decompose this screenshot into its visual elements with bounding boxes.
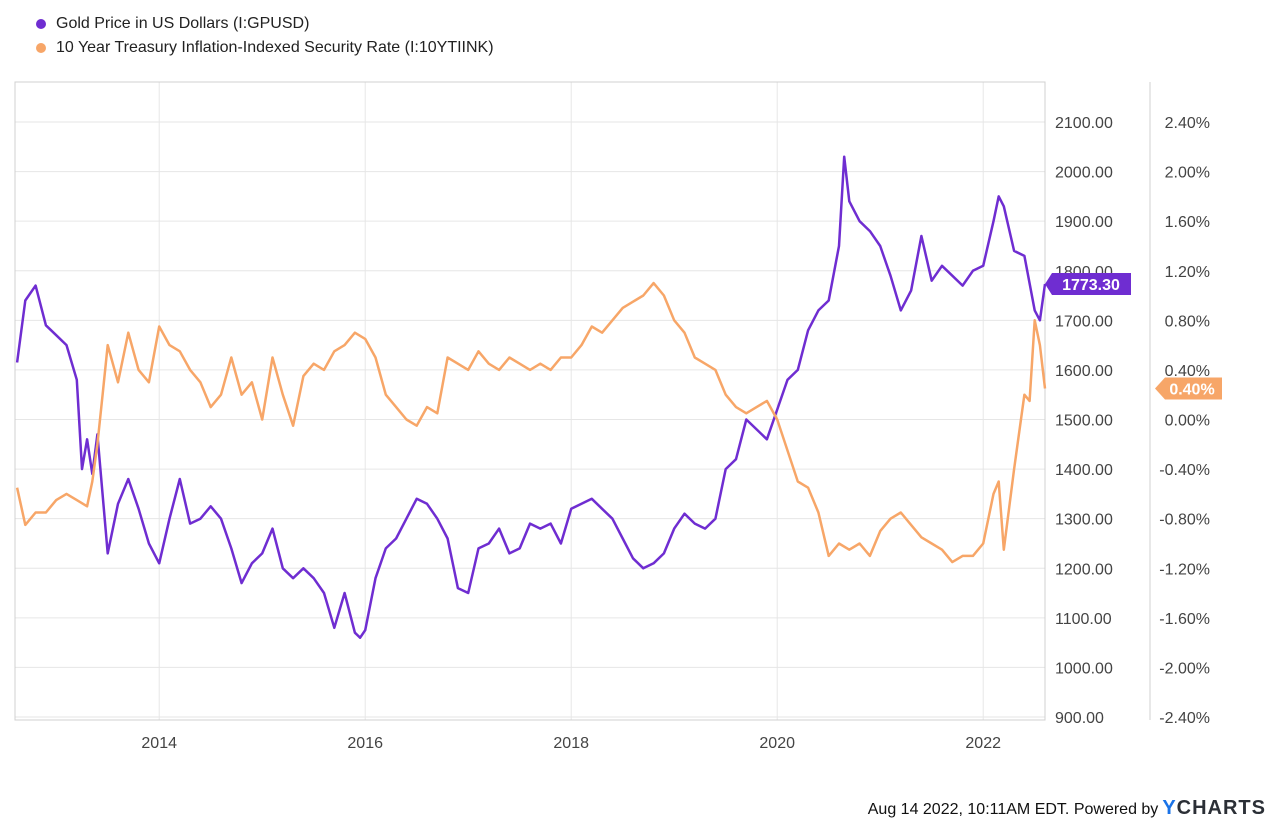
legend-item-tips[interactable]: 10 Year Treasury Inflation-Indexed Secur… [36,36,494,60]
x-axis-tick-label: 2022 [965,735,1001,752]
left-axis-tick-label: 2000.00 [1055,165,1113,182]
x-axis-tick-label: 2020 [759,735,795,752]
left-axis-tick-label: 1100.00 [1055,611,1112,628]
timestamp: Aug 14 2022, 10:11AM EDT. [867,801,1070,818]
left-axis-tick-label: 1600.00 [1055,363,1113,380]
left-axis-tick-label: 1700.00 [1055,313,1113,330]
tips-last-value-flag [1155,377,1222,400]
legend-label-gold: Gold Price in US Dollars (I:GPUSD) [56,15,310,32]
tips-rate-line [15,281,1047,564]
gold-last-value-flag [1045,272,1131,295]
right-axis-tick-label: -0.40% [1159,462,1210,479]
x-axis-tick-label: 2014 [141,735,177,752]
right-axis-tick-label: 0.80% [1165,313,1210,330]
right-axis-tick-label: -2.00% [1159,660,1210,677]
right-axis-tick-label: 0.00% [1165,413,1210,430]
left-axis-tick-label: 1200.00 [1055,561,1113,578]
gold-last-value-label: 1773.30 [1062,277,1120,294]
right-axis-tick-label: 1.20% [1165,264,1210,281]
right-axis-tick-label: -1.20% [1159,561,1210,578]
x-axis-tick-label: 2018 [553,735,589,752]
tips-series-dot-icon [36,43,46,53]
left-axis-tick-label: 1500.00 [1055,413,1113,430]
left-axis-tick-label: 2100.00 [1055,115,1113,132]
x-axis-tick-label: 2016 [347,735,383,752]
right-axis-tick-label: -1.60% [1159,611,1210,628]
gold-price-line [15,155,1047,639]
left-axis-tick-label: 1900.00 [1055,214,1113,231]
powered-by-text: Powered by [1073,801,1159,818]
plot-frame [14,81,1046,721]
left-axis-tick-label: 900.00 [1055,710,1104,727]
legend-label-tips: 10 Year Treasury Inflation-Indexed Secur… [56,39,494,56]
right-axis-tick-label: 2.40% [1165,115,1210,132]
left-axis-tick-label: 1000.00 [1055,660,1113,677]
footer: Aug 14 2022, 10:11AM EDT. Powered by YCH… [868,797,1266,820]
left-axis-tick-label: 1300.00 [1055,512,1113,529]
right-axis-tick-label: 1.60% [1165,214,1210,231]
legend: Gold Price in US Dollars (I:GPUSD) 10 Ye… [36,12,494,60]
left-axis-tick-label: 1400.00 [1055,462,1113,479]
gold-series-dot-icon [36,19,46,29]
right-axis-tick-label: -2.40% [1159,710,1210,727]
right-axis-tick-label: 0.40% [1165,363,1210,380]
tips-last-value-label: 0.40% [1169,382,1214,399]
right-axis-tick-label: -0.80% [1159,512,1210,529]
legend-item-gold[interactable]: Gold Price in US Dollars (I:GPUSD) [36,12,494,36]
right-axis-tick-label: 2.00% [1165,165,1210,182]
ycharts-logo[interactable]: YCHARTS [1162,797,1266,819]
